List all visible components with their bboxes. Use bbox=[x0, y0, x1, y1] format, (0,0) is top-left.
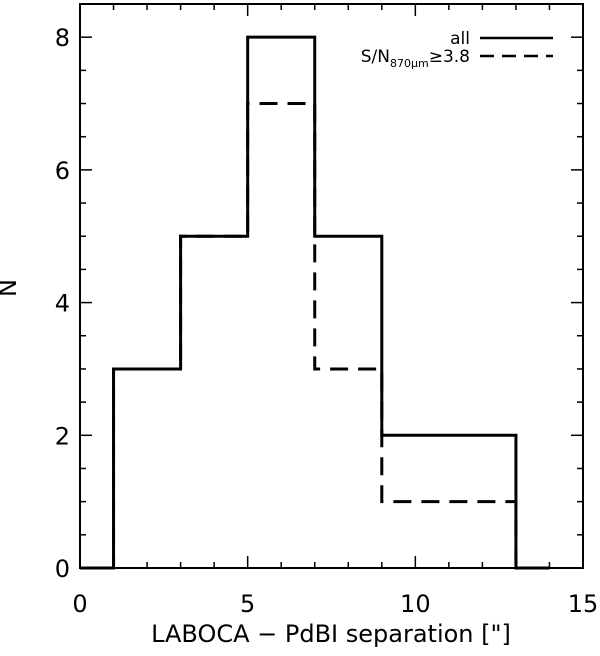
y-axis-title: N bbox=[0, 279, 22, 297]
axis-ticks bbox=[79, 3, 584, 569]
y-tick-label: 6 bbox=[55, 157, 70, 185]
x-tick-label: 0 bbox=[72, 590, 87, 618]
x-tick-label: 5 bbox=[240, 590, 255, 618]
x-tick-label: 10 bbox=[400, 590, 431, 618]
legend-label-sn-tail: ≥3.8 bbox=[429, 47, 470, 67]
y-tick-label: 4 bbox=[55, 290, 70, 318]
y-tick-label: 0 bbox=[55, 555, 70, 583]
tick-labels: 0 5 10 15 0 2 4 6 8 bbox=[55, 24, 599, 618]
legend-label-all: all bbox=[450, 29, 470, 49]
legend-label-sn-sub: 870μm bbox=[390, 57, 429, 70]
series-sn-step-line bbox=[80, 102, 550, 570]
y-tick-label: 2 bbox=[55, 422, 70, 450]
legend-label-sn: S/N870μm≥3.8 bbox=[361, 47, 470, 70]
histogram-series bbox=[80, 35, 550, 570]
y-tick-label: 8 bbox=[55, 24, 70, 52]
legend: all S/N870μm≥3.8 bbox=[361, 29, 553, 70]
plot-frame bbox=[79, 3, 584, 569]
legend-label-sn-main: S/N bbox=[361, 47, 390, 67]
x-axis-title: LABOCA − PdBI separation ["] bbox=[151, 620, 511, 648]
x-tick-label: 15 bbox=[568, 590, 599, 618]
